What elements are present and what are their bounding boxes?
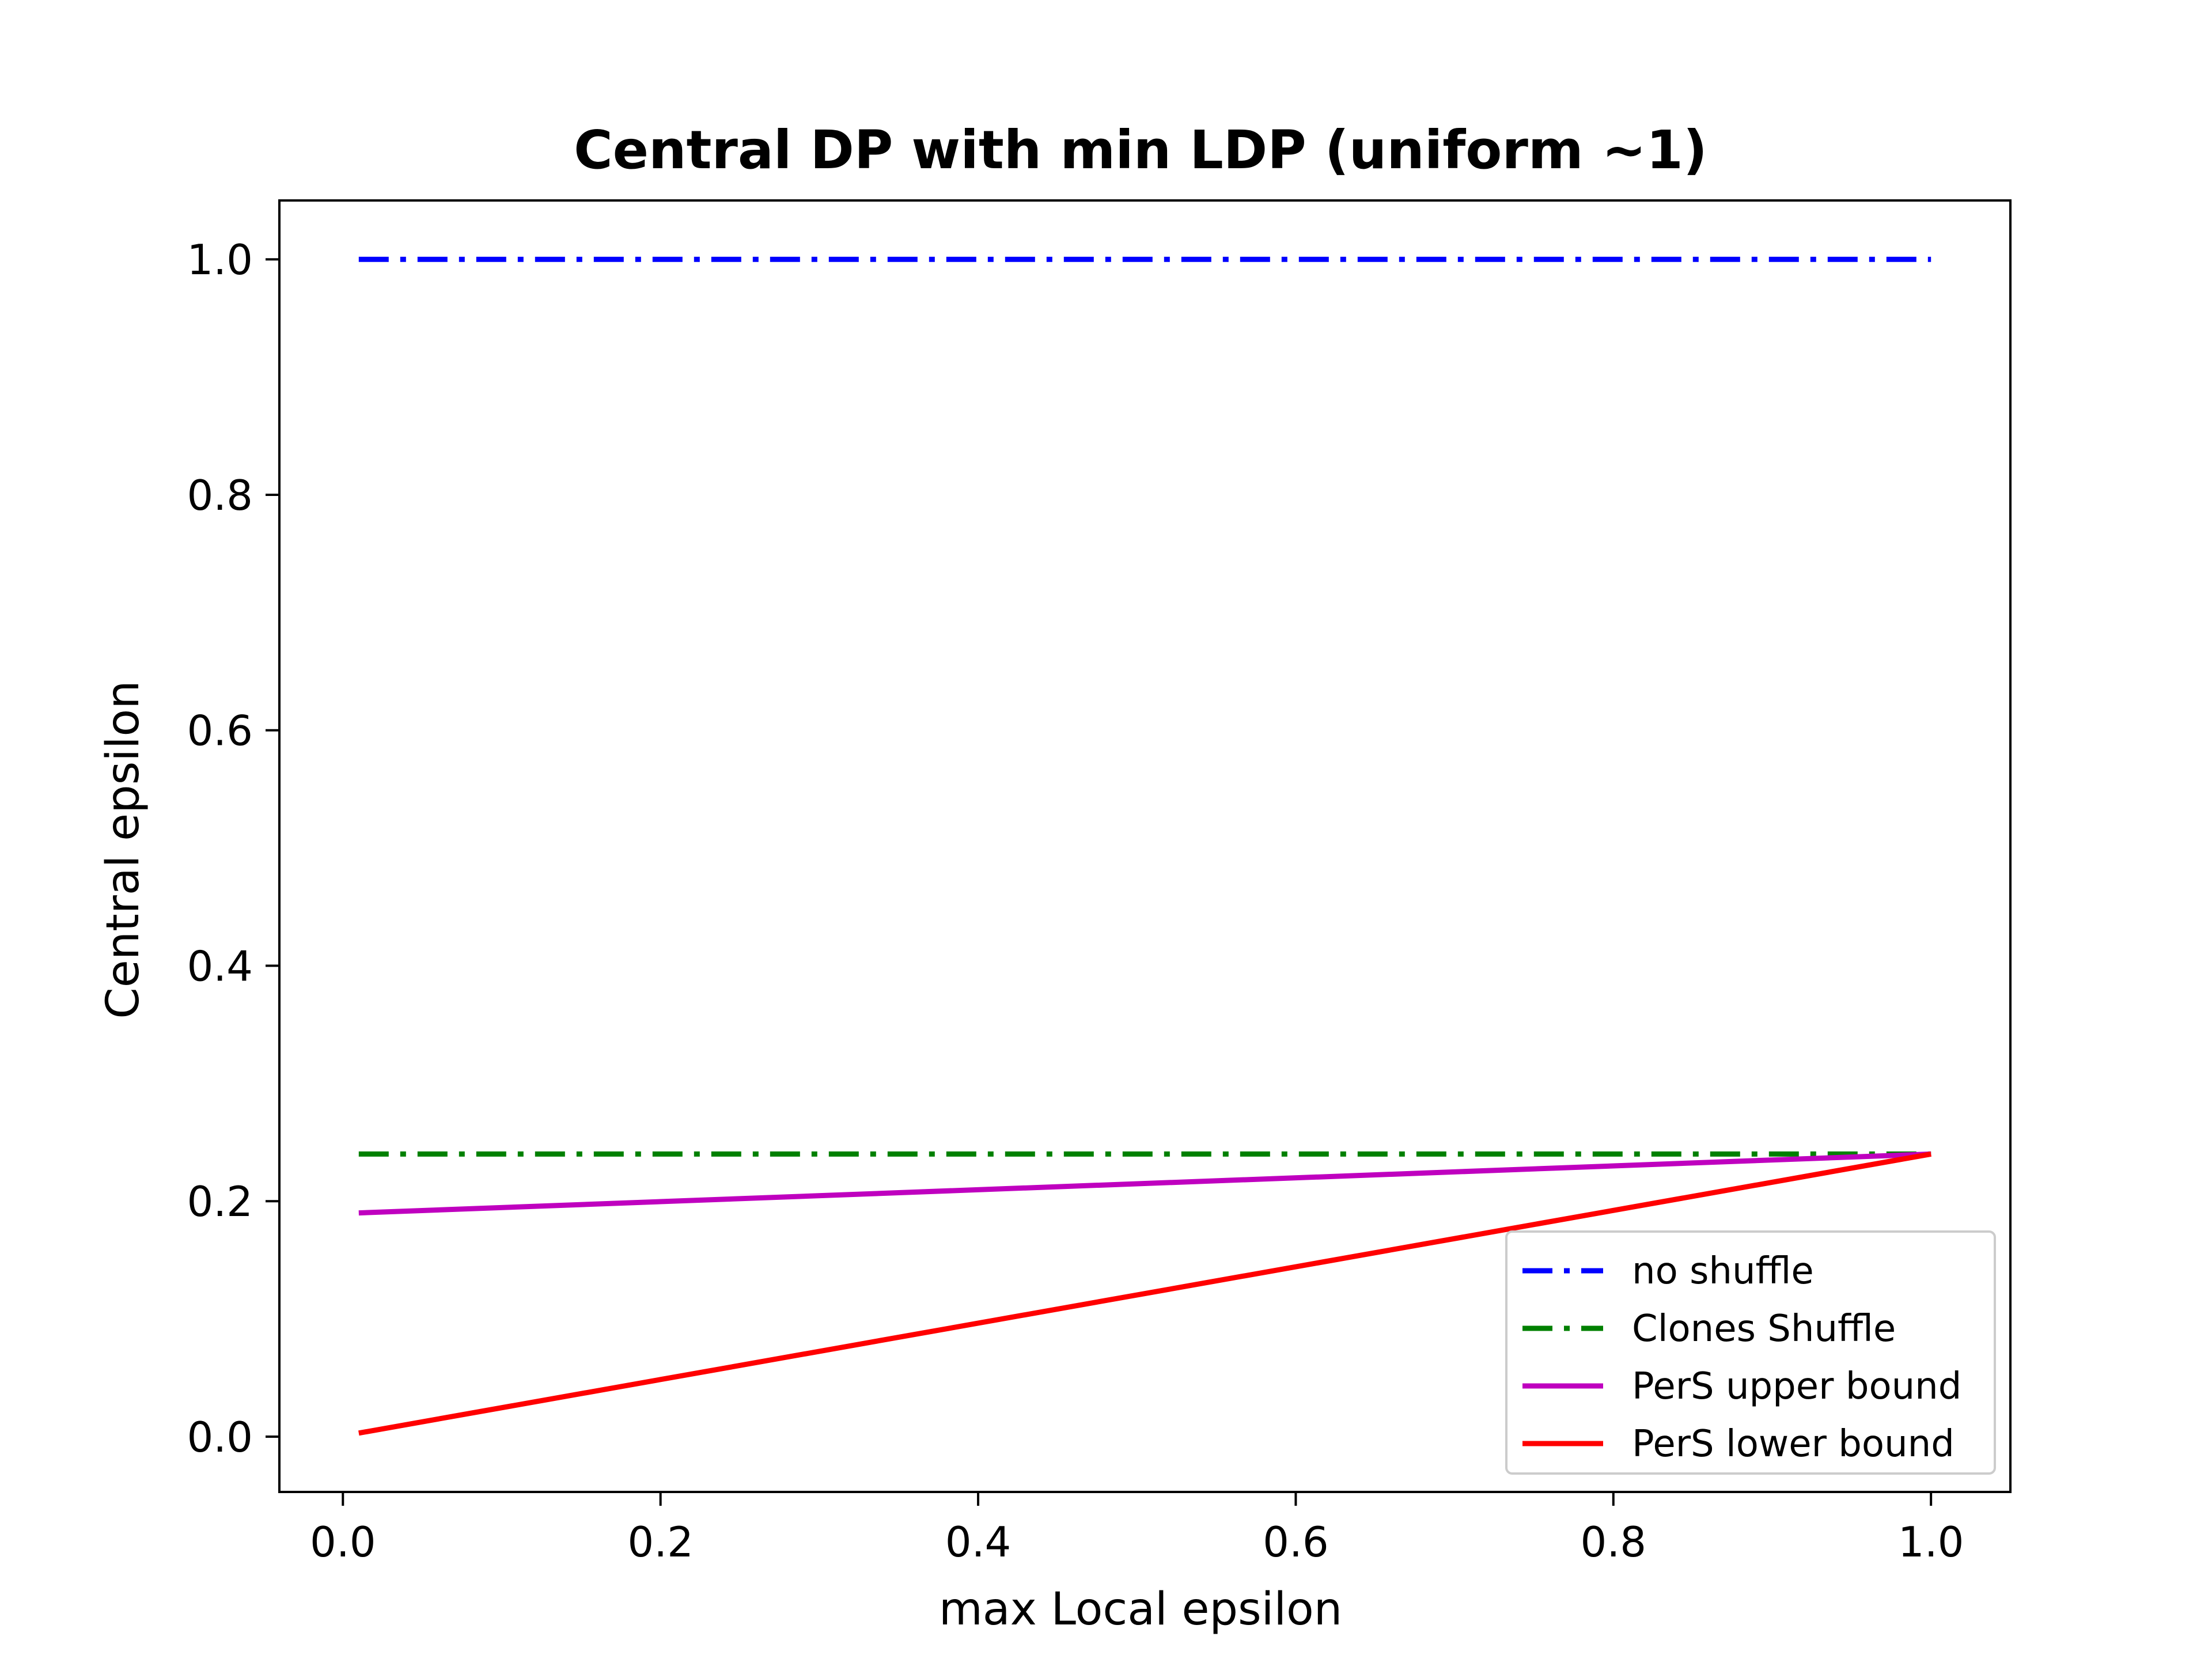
legend-label-1: no shuffle xyxy=(1632,1250,1814,1293)
y-tick-label: 1.0 xyxy=(187,236,253,284)
series-line-3 xyxy=(358,1151,1931,1216)
y-tick-label: 0.2 xyxy=(187,1177,253,1226)
axes-layer: 0.0 0.2 0.4 0.6 0.8 1.0 0.0 0.2 0.4 0.6 0.8 1.0 xyxy=(187,199,2012,1566)
series-line-4 xyxy=(358,1151,1931,1436)
y-tick-label: 0.4 xyxy=(187,942,253,990)
x-axis-label: max Local epsilon xyxy=(939,1584,1342,1635)
series-layer xyxy=(358,256,1931,1436)
x-tick-label: 0.2 xyxy=(627,1518,694,1566)
chart-title: Central DP with min LDP (uniform ~1) xyxy=(574,119,1707,181)
x-tick-label: 0.6 xyxy=(1263,1518,1329,1566)
y-axis-label: Central epsilon xyxy=(97,680,149,1018)
legend-label-4: PerS lower bound xyxy=(1632,1423,1955,1465)
x-tick-label: 0.0 xyxy=(310,1518,376,1566)
x-tick-label: 0.8 xyxy=(1581,1518,1647,1566)
x-tick-label: 1.0 xyxy=(1898,1518,1964,1566)
legend: no shuffle Clones Shuffle PerS upper bound… xyxy=(1505,1230,1996,1475)
y-tick-label: 0.8 xyxy=(187,471,253,520)
legend-label-3: PerS upper bound xyxy=(1632,1365,1961,1408)
y-tick-label: 0.0 xyxy=(187,1413,253,1461)
plot-frame xyxy=(278,199,2012,1493)
y-tick-label: 0.6 xyxy=(187,707,253,755)
legend-box xyxy=(1505,1230,1996,1475)
x-tick-label: 0.4 xyxy=(945,1518,1012,1566)
legend-label-2: Clones Shuffle xyxy=(1632,1308,1896,1350)
